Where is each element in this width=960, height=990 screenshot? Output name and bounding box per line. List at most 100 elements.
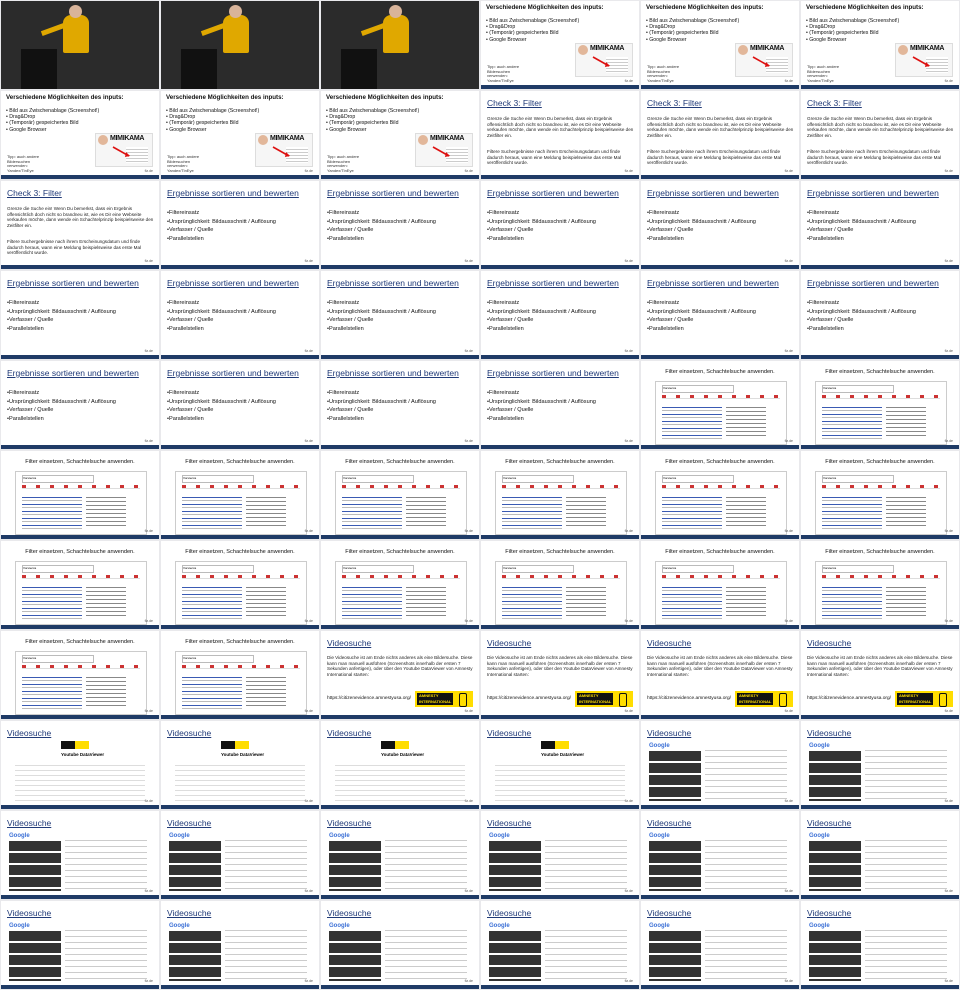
slide-thumbnail[interactable]: Filter einsetzen, Schachtelsuche anwende… bbox=[1, 631, 159, 719]
search-bar: Vorstecca bbox=[182, 475, 254, 483]
speaker-head bbox=[229, 5, 242, 18]
slide-thumbnail[interactable]: Ergebnisse sortieren und bewerten •Filter… bbox=[321, 271, 479, 359]
slide-thumbnail[interactable]: Filter einsetzen, Schachtelsuche anwende… bbox=[641, 361, 799, 449]
slide-thumbnail[interactable]: Ergebnisse sortieren und bewerten •Filter… bbox=[481, 181, 639, 269]
slide-thumbnail[interactable]: Verschiedene Möglichkeiten des inputs: • … bbox=[161, 91, 319, 179]
slide-thumbnail[interactable]: Videosuche Google fiz.de bbox=[641, 721, 799, 809]
footer-bar bbox=[1, 265, 159, 269]
slide-thumbnail[interactable]: Videosuche Die Videosuche ist am Ende nic… bbox=[321, 631, 479, 719]
slide-thumbnail[interactable]: Filter einsetzen, Schachtelsuche anwende… bbox=[321, 451, 479, 539]
bullet-item: •Ursprünglichkeit: Bildausschnitt / Aufl… bbox=[647, 308, 756, 315]
slide-thumbnail[interactable]: Videosuche Google fiz.de bbox=[1, 811, 159, 899]
search-results-screenshot: Vorstecca bbox=[175, 471, 307, 535]
slide-thumbnail[interactable]: Ergebnisse sortieren und bewerten •Filter… bbox=[641, 181, 799, 269]
bullet-item: • (Temporär) gespeichertes Bild bbox=[326, 120, 399, 127]
slide-thumbnail[interactable]: Videosuche Die Videosuche ist am Ende nic… bbox=[801, 631, 959, 719]
slide-thumbnail[interactable]: Filter einsetzen, Schachtelsuche anwende… bbox=[801, 361, 959, 449]
slide-thumbnail[interactable]: Filter einsetzen, Schachtelsuche anwende… bbox=[321, 541, 479, 629]
slide-thumbnail[interactable]: Filter einsetzen, Schachtelsuche anwende… bbox=[801, 541, 959, 629]
footer-logo: fiz.de bbox=[304, 709, 313, 713]
slide-thumbnail[interactable] bbox=[1, 1, 159, 89]
slide-thumbnail[interactable]: Verschiedene Möglichkeiten des inputs: • … bbox=[321, 91, 479, 179]
slide-thumbnail[interactable]: Ergebnisse sortieren und bewerten •Filter… bbox=[481, 361, 639, 449]
slide-thumbnail[interactable]: Check 3: Filter Grenze die Suche ein! Wen… bbox=[641, 91, 799, 179]
bullet-item: •Verfasser / Quelle bbox=[487, 317, 534, 323]
slide-thumbnail[interactable]: Filter einsetzen, Schachtelsuche anwende… bbox=[641, 451, 799, 539]
slide-thumbnail[interactable]: Ergebnisse sortieren und bewerten •Filter… bbox=[1, 361, 159, 449]
slide-thumbnail[interactable]: Videosuche Die Videosuche ist am Ende nic… bbox=[641, 631, 799, 719]
slide-thumbnail[interactable]: Videosuche Youtube DataViewer fiz.de bbox=[481, 721, 639, 809]
video-frames bbox=[9, 931, 61, 981]
footer-bar bbox=[321, 175, 479, 179]
slide-thumbnail[interactable]: Ergebnisse sortieren und bewerten •Filter… bbox=[801, 181, 959, 269]
slide-thumbnail[interactable]: Videosuche Google fiz.de bbox=[1, 901, 159, 989]
slide-title: Verschiedene Möglichkeiten des inputs: bbox=[166, 94, 284, 101]
slide-thumbnail[interactable]: Ergebnisse sortieren und bewerten •Filter… bbox=[321, 361, 479, 449]
footer-bar bbox=[801, 265, 959, 269]
slide-thumbnail[interactable]: Check 3: Filter Grenze die Suche ein! Wen… bbox=[1, 181, 159, 269]
slide-thumbnail[interactable]: Videosuche Google fiz.de bbox=[481, 811, 639, 899]
slide-thumbnail[interactable]: Ergebnisse sortieren und bewerten •Filter… bbox=[801, 271, 959, 359]
slide-thumbnail[interactable]: Filter einsetzen, Schachtelsuche anwende… bbox=[481, 541, 639, 629]
slide-thumbnail[interactable]: Verschiedene Möglichkeiten des inputs: • … bbox=[1, 91, 159, 179]
slide-thumbnail[interactable]: Ergebnisse sortieren und bewerten •Filter… bbox=[321, 181, 479, 269]
slide-thumbnail[interactable]: Videosuche Youtube DataViewer fiz.de bbox=[1, 721, 159, 809]
slide-thumbnail[interactable]: Ergebnisse sortieren und bewerten •Filter… bbox=[1, 271, 159, 359]
slide-thumbnail[interactable]: Videosuche Google fiz.de bbox=[481, 901, 639, 989]
bullet-item: •Parallelstellen bbox=[487, 325, 524, 332]
bullet-list: •Filtereinsatz •Ursprünglichkeit: Bildaus… bbox=[7, 299, 155, 333]
slide-thumbnail[interactable]: Filter einsetzen, Schachtelsuche anwende… bbox=[481, 451, 639, 539]
footer-bar bbox=[161, 895, 319, 899]
slide-thumbnail[interactable]: Ergebnisse sortieren und bewerten •Filter… bbox=[161, 271, 319, 359]
slide-thumbnail[interactable]: Check 3: Filter Grenze die Suche ein! Wen… bbox=[801, 91, 959, 179]
slide-thumbnail[interactable]: Verschiedene Möglichkeiten des inputs: • … bbox=[641, 1, 799, 89]
footer-logo: fiz.de bbox=[304, 259, 313, 263]
slide-thumbnail[interactable]: Videosuche Die Videosuche ist am Ende nic… bbox=[481, 631, 639, 719]
footer-logo: fiz.de bbox=[784, 799, 793, 803]
bullet-item: • Google Browser bbox=[326, 126, 367, 133]
slide-thumbnail[interactable]: Filter einsetzen, Schachtelsuche anwende… bbox=[161, 451, 319, 539]
footer-bar bbox=[161, 715, 319, 719]
candle-icon bbox=[459, 693, 467, 707]
slide-thumbnail[interactable]: Videosuche Google fiz.de bbox=[321, 901, 479, 989]
text-lines bbox=[126, 147, 148, 163]
slide-thumbnail[interactable]: Filter einsetzen, Schachtelsuche anwende… bbox=[1, 541, 159, 629]
slide-thumbnail[interactable]: Ergebnisse sortieren und bewerten •Filter… bbox=[161, 181, 319, 269]
slide-thumbnail[interactable]: Filter einsetzen, Schachtelsuche anwende… bbox=[1, 451, 159, 539]
slide-thumbnail[interactable]: Ergebnisse sortieren und bewerten •Filter… bbox=[481, 271, 639, 359]
slide-thumbnail[interactable]: Ergebnisse sortieren und bewerten •Filter… bbox=[641, 271, 799, 359]
slide-thumbnail[interactable]: Filter einsetzen, Schachtelsuche anwende… bbox=[641, 541, 799, 629]
slide-thumbnail[interactable]: Videosuche Youtube DataViewer fiz.de bbox=[161, 721, 319, 809]
slide-thumbnail[interactable]: Videosuche Google fiz.de bbox=[801, 811, 959, 899]
footer-logo: fiz.de bbox=[624, 799, 633, 803]
slide-thumbnail[interactable]: Check 3: Filter Grenze die Suche ein! Wen… bbox=[481, 91, 639, 179]
footer-bar bbox=[481, 175, 639, 179]
footer-logo: fiz.de bbox=[784, 259, 793, 263]
slide-thumbnail[interactable]: Videosuche Google fiz.de bbox=[161, 901, 319, 989]
search-bar: Vorstecca bbox=[182, 565, 254, 573]
slide-thumbnail[interactable]: Videosuche Google fiz.de bbox=[321, 811, 479, 899]
slide-thumbnail[interactable]: Videosuche Google fiz.de bbox=[641, 901, 799, 989]
slide-thumbnail[interactable]: Ergebnisse sortieren und bewerten •Filter… bbox=[161, 361, 319, 449]
slide-thumbnail[interactable] bbox=[161, 1, 319, 89]
slide-thumbnail[interactable]: Videosuche Google fiz.de bbox=[801, 721, 959, 809]
slide-thumbnail[interactable]: Videosuche Youtube DataViewer fiz.de bbox=[321, 721, 479, 809]
slide-thumbnail[interactable]: Filter einsetzen, Schachtelsuche anwende… bbox=[161, 631, 319, 719]
slide-thumbnail[interactable]: Filter einsetzen, Schachtelsuche anwende… bbox=[161, 541, 319, 629]
slide-thumbnail[interactable] bbox=[321, 1, 479, 89]
slide-thumbnail[interactable]: Verschiedene Möglichkeiten des inputs: • … bbox=[801, 1, 959, 89]
footer-bar bbox=[481, 265, 639, 269]
search-tabs bbox=[22, 575, 140, 579]
footer-logo: fiz.de bbox=[464, 169, 473, 173]
slide-thumbnail[interactable]: Videosuche Google fiz.de bbox=[641, 811, 799, 899]
footer-bar bbox=[1, 895, 159, 899]
slide-thumbnail[interactable]: Videosuche Google fiz.de bbox=[801, 901, 959, 989]
video-frames bbox=[809, 751, 861, 801]
slide-thumbnail[interactable]: Filter einsetzen, Schachtelsuche anwende… bbox=[801, 451, 959, 539]
slide-title: Verschiedene Möglichkeiten des inputs: bbox=[806, 4, 924, 11]
slide-thumbnail[interactable]: Videosuche Google fiz.de bbox=[161, 811, 319, 899]
footer-logo: fiz.de bbox=[944, 619, 953, 623]
slide-title: Ergebnisse sortieren und bewerten bbox=[327, 278, 459, 288]
footer-logo: fiz.de bbox=[304, 799, 313, 803]
slide-thumbnail[interactable]: Verschiedene Möglichkeiten des inputs: • … bbox=[481, 1, 639, 89]
